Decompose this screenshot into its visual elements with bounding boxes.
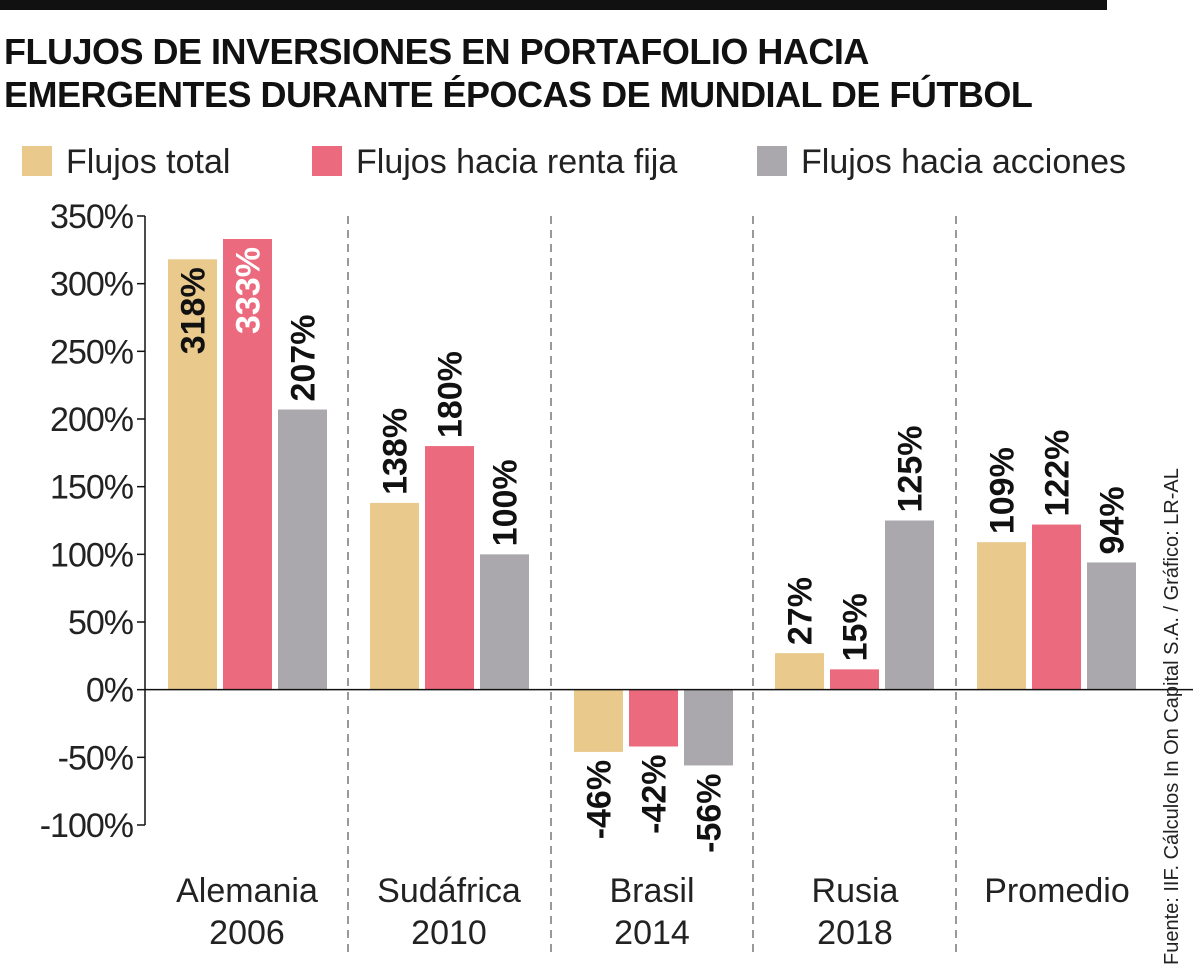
- bar-acciones-4: [885, 520, 934, 690]
- value-label-renta-fija-3: -42%: [636, 755, 674, 834]
- category-label-4-line-2: 2018: [817, 914, 893, 952]
- value-label-total-5: 109%: [984, 447, 1022, 534]
- y-tick-label: 150%: [50, 469, 134, 507]
- legend-label-total: Flujos total: [66, 143, 231, 181]
- bar-total-3: [574, 689, 623, 752]
- source-note: Fuente: IIF. Cálculos In On Capital S.A.…: [1161, 468, 1183, 965]
- y-tick-label: 350%: [50, 198, 134, 236]
- category-label-4-line-1: Rusia: [812, 872, 899, 910]
- chart-title-line-1: FLUJOS DE INVERSIONES EN PORTAFOLIO HACI…: [4, 31, 869, 72]
- value-label-total-4: 27%: [782, 577, 820, 645]
- top-rule: [0, 0, 1107, 10]
- y-tick-label: 50%: [68, 604, 134, 642]
- value-label-acciones-2: 100%: [487, 459, 525, 546]
- value-label-acciones-3: -56%: [691, 773, 729, 852]
- value-label-renta-fija-2: 180%: [432, 351, 470, 438]
- legend-label-acciones: Flujos hacia acciones: [801, 143, 1127, 181]
- bar-acciones-2: [480, 554, 529, 690]
- category-label-1-line-1: Alemania: [176, 872, 318, 910]
- value-label-acciones-4: 125%: [892, 426, 930, 513]
- bar-renta-fija-3: [629, 689, 678, 747]
- category-label-5-line-1: Promedio: [984, 872, 1130, 910]
- y-tick-label: 100%: [50, 536, 134, 574]
- value-label-total-3: -46%: [581, 760, 619, 839]
- legend-swatch-renta-fija: [312, 146, 342, 176]
- value-label-renta-fija-5: 122%: [1039, 430, 1077, 517]
- y-tick-label: -100%: [40, 807, 134, 845]
- bar-total-4: [775, 653, 824, 690]
- y-tick-label: -50%: [58, 739, 134, 777]
- category-label-3-line-2: 2014: [614, 914, 690, 952]
- y-tick-label: 200%: [50, 401, 134, 439]
- bar-renta-fija-4: [830, 669, 879, 690]
- bar-acciones-5: [1087, 562, 1136, 690]
- bar-acciones-1: [278, 409, 327, 690]
- bar-total-1: [168, 259, 217, 690]
- value-label-renta-fija-1: 333%: [230, 247, 268, 334]
- y-tick-label: 0%: [86, 672, 134, 710]
- category-label-2-line-2: 2010: [411, 914, 487, 952]
- legend-swatch-acciones: [757, 146, 787, 176]
- value-label-acciones-5: 94%: [1094, 486, 1132, 554]
- legend-swatch-total: [22, 146, 52, 176]
- value-label-total-2: 138%: [377, 408, 415, 495]
- y-tick-label: 300%: [50, 266, 134, 304]
- value-label-total-1: 318%: [175, 267, 213, 354]
- bar-acciones-3: [684, 689, 733, 766]
- category-label-3-line-1: Brasil: [609, 872, 694, 910]
- y-tick-label: 250%: [50, 333, 134, 371]
- bar-total-5: [977, 542, 1026, 690]
- chart-title: FLUJOS DE INVERSIONES EN PORTAFOLIO HACI…: [4, 30, 1033, 116]
- bar-total-2: [370, 502, 419, 690]
- chart-title-line-2: EMERGENTES DURANTE ÉPOCAS DE MUNDIAL DE …: [4, 74, 1033, 115]
- bar-renta-fija-5: [1032, 524, 1081, 690]
- value-label-renta-fija-4: 15%: [837, 593, 875, 661]
- category-label-1-line-2: 2006: [209, 914, 285, 952]
- value-label-acciones-1: 207%: [285, 315, 323, 402]
- legend-label-renta-fija: Flujos hacia renta fija: [356, 143, 678, 181]
- category-label-2-line-1: Sudáfrica: [377, 872, 521, 910]
- bar-renta-fija-2: [425, 446, 474, 690]
- bar-renta-fija-1: [223, 239, 272, 690]
